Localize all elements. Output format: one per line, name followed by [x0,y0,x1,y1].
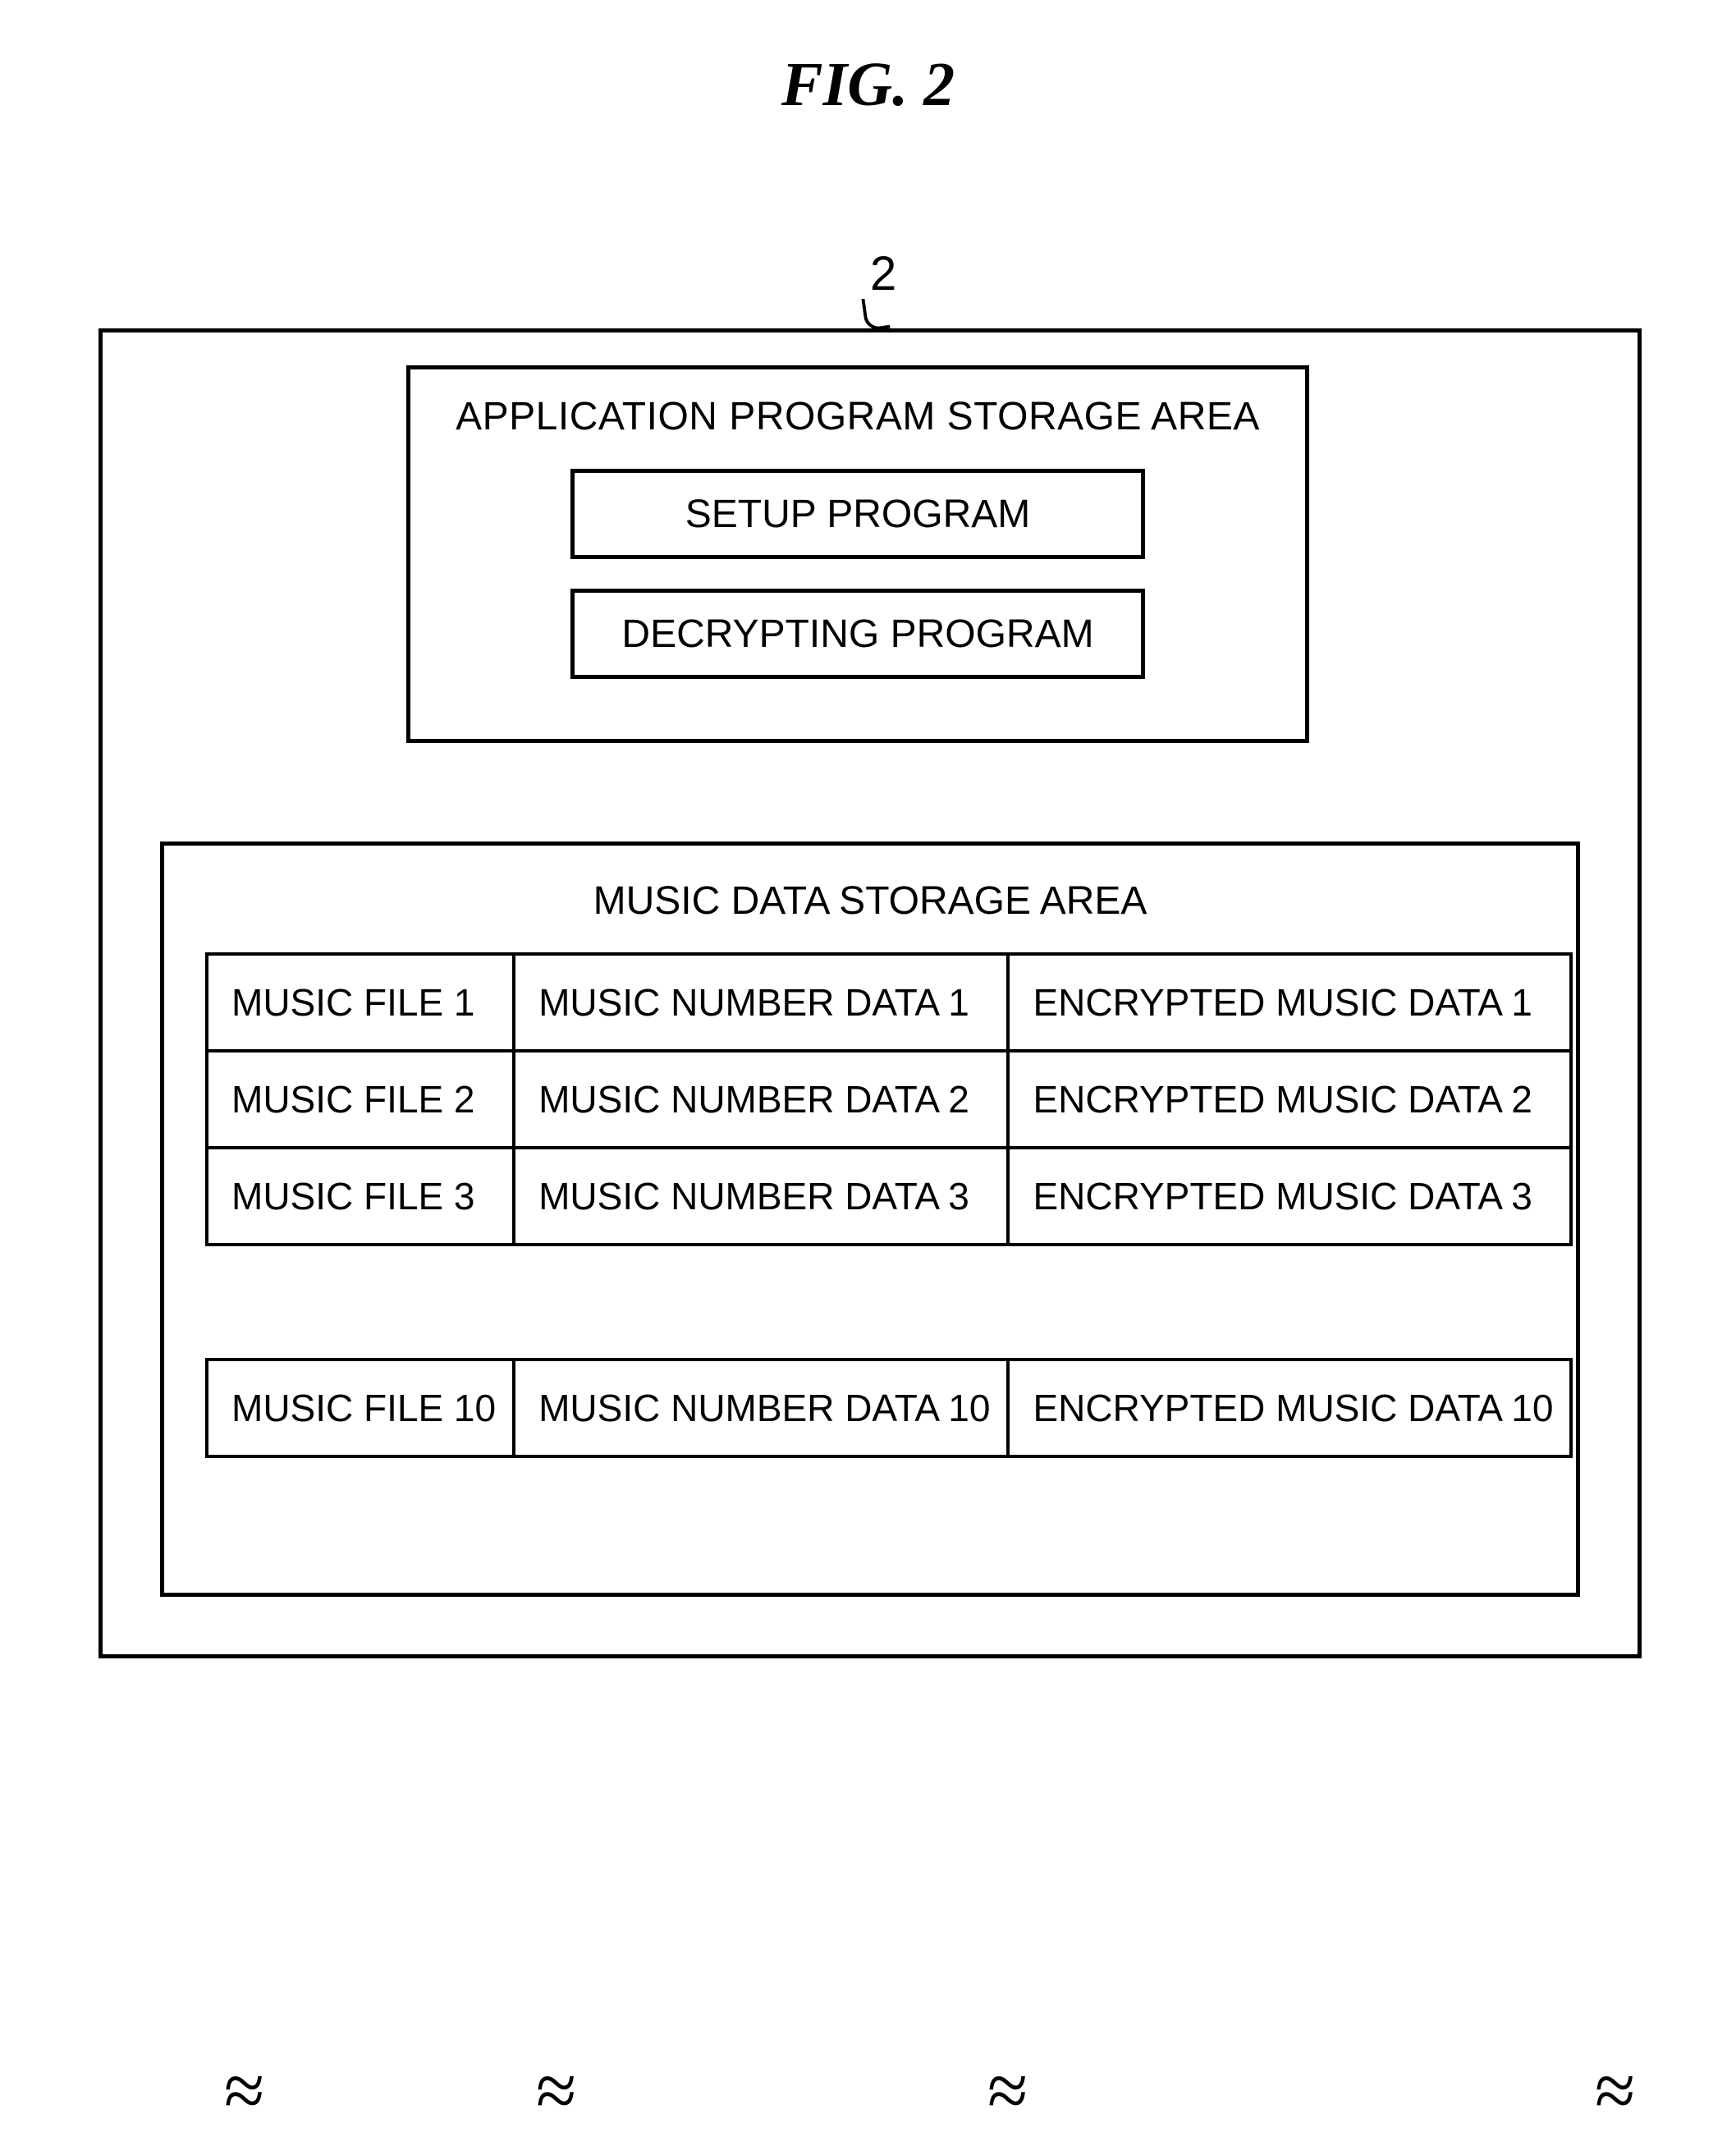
table-row: MUSIC FILE 10 MUSIC NUMBER DATA 10 ENCRY… [207,1360,1571,1456]
storage-container: APPLICATION PROGRAM STORAGE AREA SETUP P… [98,328,1642,1658]
approx-icon: ≈ [1595,2046,1635,2137]
music-file-cell: MUSIC FILE 10 [207,1360,514,1456]
music-data-table: MUSIC FILE 1 MUSIC NUMBER DATA 1 ENCRYPT… [205,952,1573,1458]
table-row: MUSIC FILE 2 MUSIC NUMBER DATA 2 ENCRYPT… [207,1051,1571,1148]
application-program-storage-area: APPLICATION PROGRAM STORAGE AREA SETUP P… [406,365,1309,743]
music-area-title: MUSIC DATA STORAGE AREA [164,878,1576,924]
music-number-cell: MUSIC NUMBER DATA 3 [514,1148,1008,1245]
music-number-cell: MUSIC NUMBER DATA 2 [514,1051,1008,1148]
figure-title: FIG. 2 [0,49,1736,121]
reference-tick [861,296,890,332]
music-number-cell: MUSIC NUMBER DATA 10 [514,1360,1008,1456]
table-row: MUSIC FILE 1 MUSIC NUMBER DATA 1 ENCRYPT… [207,954,1571,1051]
music-data-storage-area: MUSIC DATA STORAGE AREA MUSIC FILE 1 MUS… [160,842,1580,1597]
reference-number: 2 [870,246,896,301]
music-file-cell: MUSIC FILE 2 [207,1051,514,1148]
encrypted-data-cell: ENCRYPTED MUSIC DATA 1 [1008,954,1571,1051]
ellipsis-cell [207,1245,1571,1360]
encrypted-data-cell: ENCRYPTED MUSIC DATA 10 [1008,1360,1571,1456]
approx-icon: ≈ [536,2046,576,2137]
music-file-cell: MUSIC FILE 1 [207,954,514,1051]
setup-program-box: SETUP PROGRAM [570,469,1145,559]
approx-icon: ≈ [987,2046,1028,2137]
encrypted-data-cell: ENCRYPTED MUSIC DATA 3 [1008,1148,1571,1245]
approx-icon: ≈ [224,2046,264,2137]
music-number-cell: MUSIC NUMBER DATA 1 [514,954,1008,1051]
decrypting-program-box: DECRYPTING PROGRAM [570,589,1145,679]
encrypted-data-cell: ENCRYPTED MUSIC DATA 2 [1008,1051,1571,1148]
ellipsis-row [207,1245,1571,1360]
table-row: MUSIC FILE 3 MUSIC NUMBER DATA 3 ENCRYPT… [207,1148,1571,1245]
music-file-cell: MUSIC FILE 3 [207,1148,514,1245]
app-area-title: APPLICATION PROGRAM STORAGE AREA [410,394,1305,439]
